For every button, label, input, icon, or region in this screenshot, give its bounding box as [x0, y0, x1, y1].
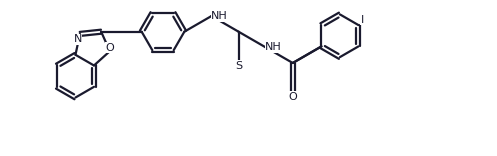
Text: NH: NH: [265, 42, 282, 52]
Text: N: N: [74, 34, 82, 44]
Text: O: O: [288, 92, 297, 102]
Text: S: S: [235, 61, 242, 71]
Text: NH: NH: [211, 11, 228, 21]
Text: O: O: [105, 43, 114, 53]
Text: I: I: [360, 15, 364, 25]
